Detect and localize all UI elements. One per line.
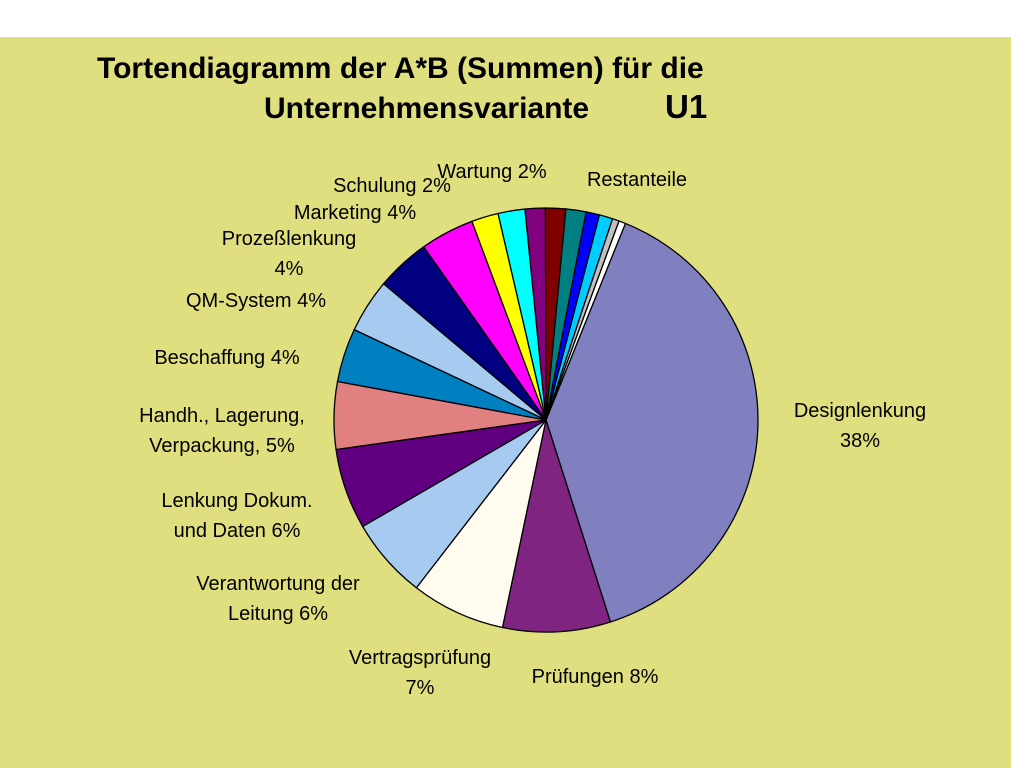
slice-label-proze-lenkung: Prozeßlenkung 4% xyxy=(222,228,357,280)
pie-slice-unlabeled-18 xyxy=(545,220,627,421)
slice-label-verantwortung-der-leitung: Verantwortung der Leitung 6% xyxy=(196,573,360,625)
slice-label-pr-fungen: Prüfungen 8% xyxy=(532,666,659,688)
slice-label-lenkung-dokum-und-daten: Lenkung Dokum. und Daten 6% xyxy=(161,490,312,542)
slice-label-schulung: Schulung 2% xyxy=(333,175,451,197)
chart-panel: Tortendiagramm der A*B (Summen) für die … xyxy=(0,37,1011,768)
slice-label-handh-lagerung-verpackung: Handh., Lagerung, Verpackung, 5% xyxy=(139,405,305,457)
slice-label-designlenkung: Designlenkung 38% xyxy=(794,400,926,452)
slice-label-marketing: Marketing 4% xyxy=(294,202,416,224)
pie-slice-pr-fungen xyxy=(501,419,612,633)
chart-title-line-3: U1 xyxy=(665,88,708,125)
chart-title-line-2: Unternehmensvariante xyxy=(264,92,590,125)
slice-label-restanteile: Restanteile xyxy=(587,169,687,191)
slice-label-wartung: Wartung 2% xyxy=(437,161,547,183)
slice-label-qm-system: QM-System 4% xyxy=(186,290,326,312)
slice-label-vertragspr-fung: Vertragsprüfung 7% xyxy=(349,647,491,699)
pie-chart: Designlenkung 38% Prüfungen 8% Vertragsprüf… xyxy=(139,161,926,699)
pie-slice-designlenkung xyxy=(545,222,759,623)
slice-label-beschaffung: Beschaffung 4% xyxy=(154,347,300,369)
chart-title-line-1: Tortendiagramm der A*B (Summen) für die xyxy=(97,52,704,85)
